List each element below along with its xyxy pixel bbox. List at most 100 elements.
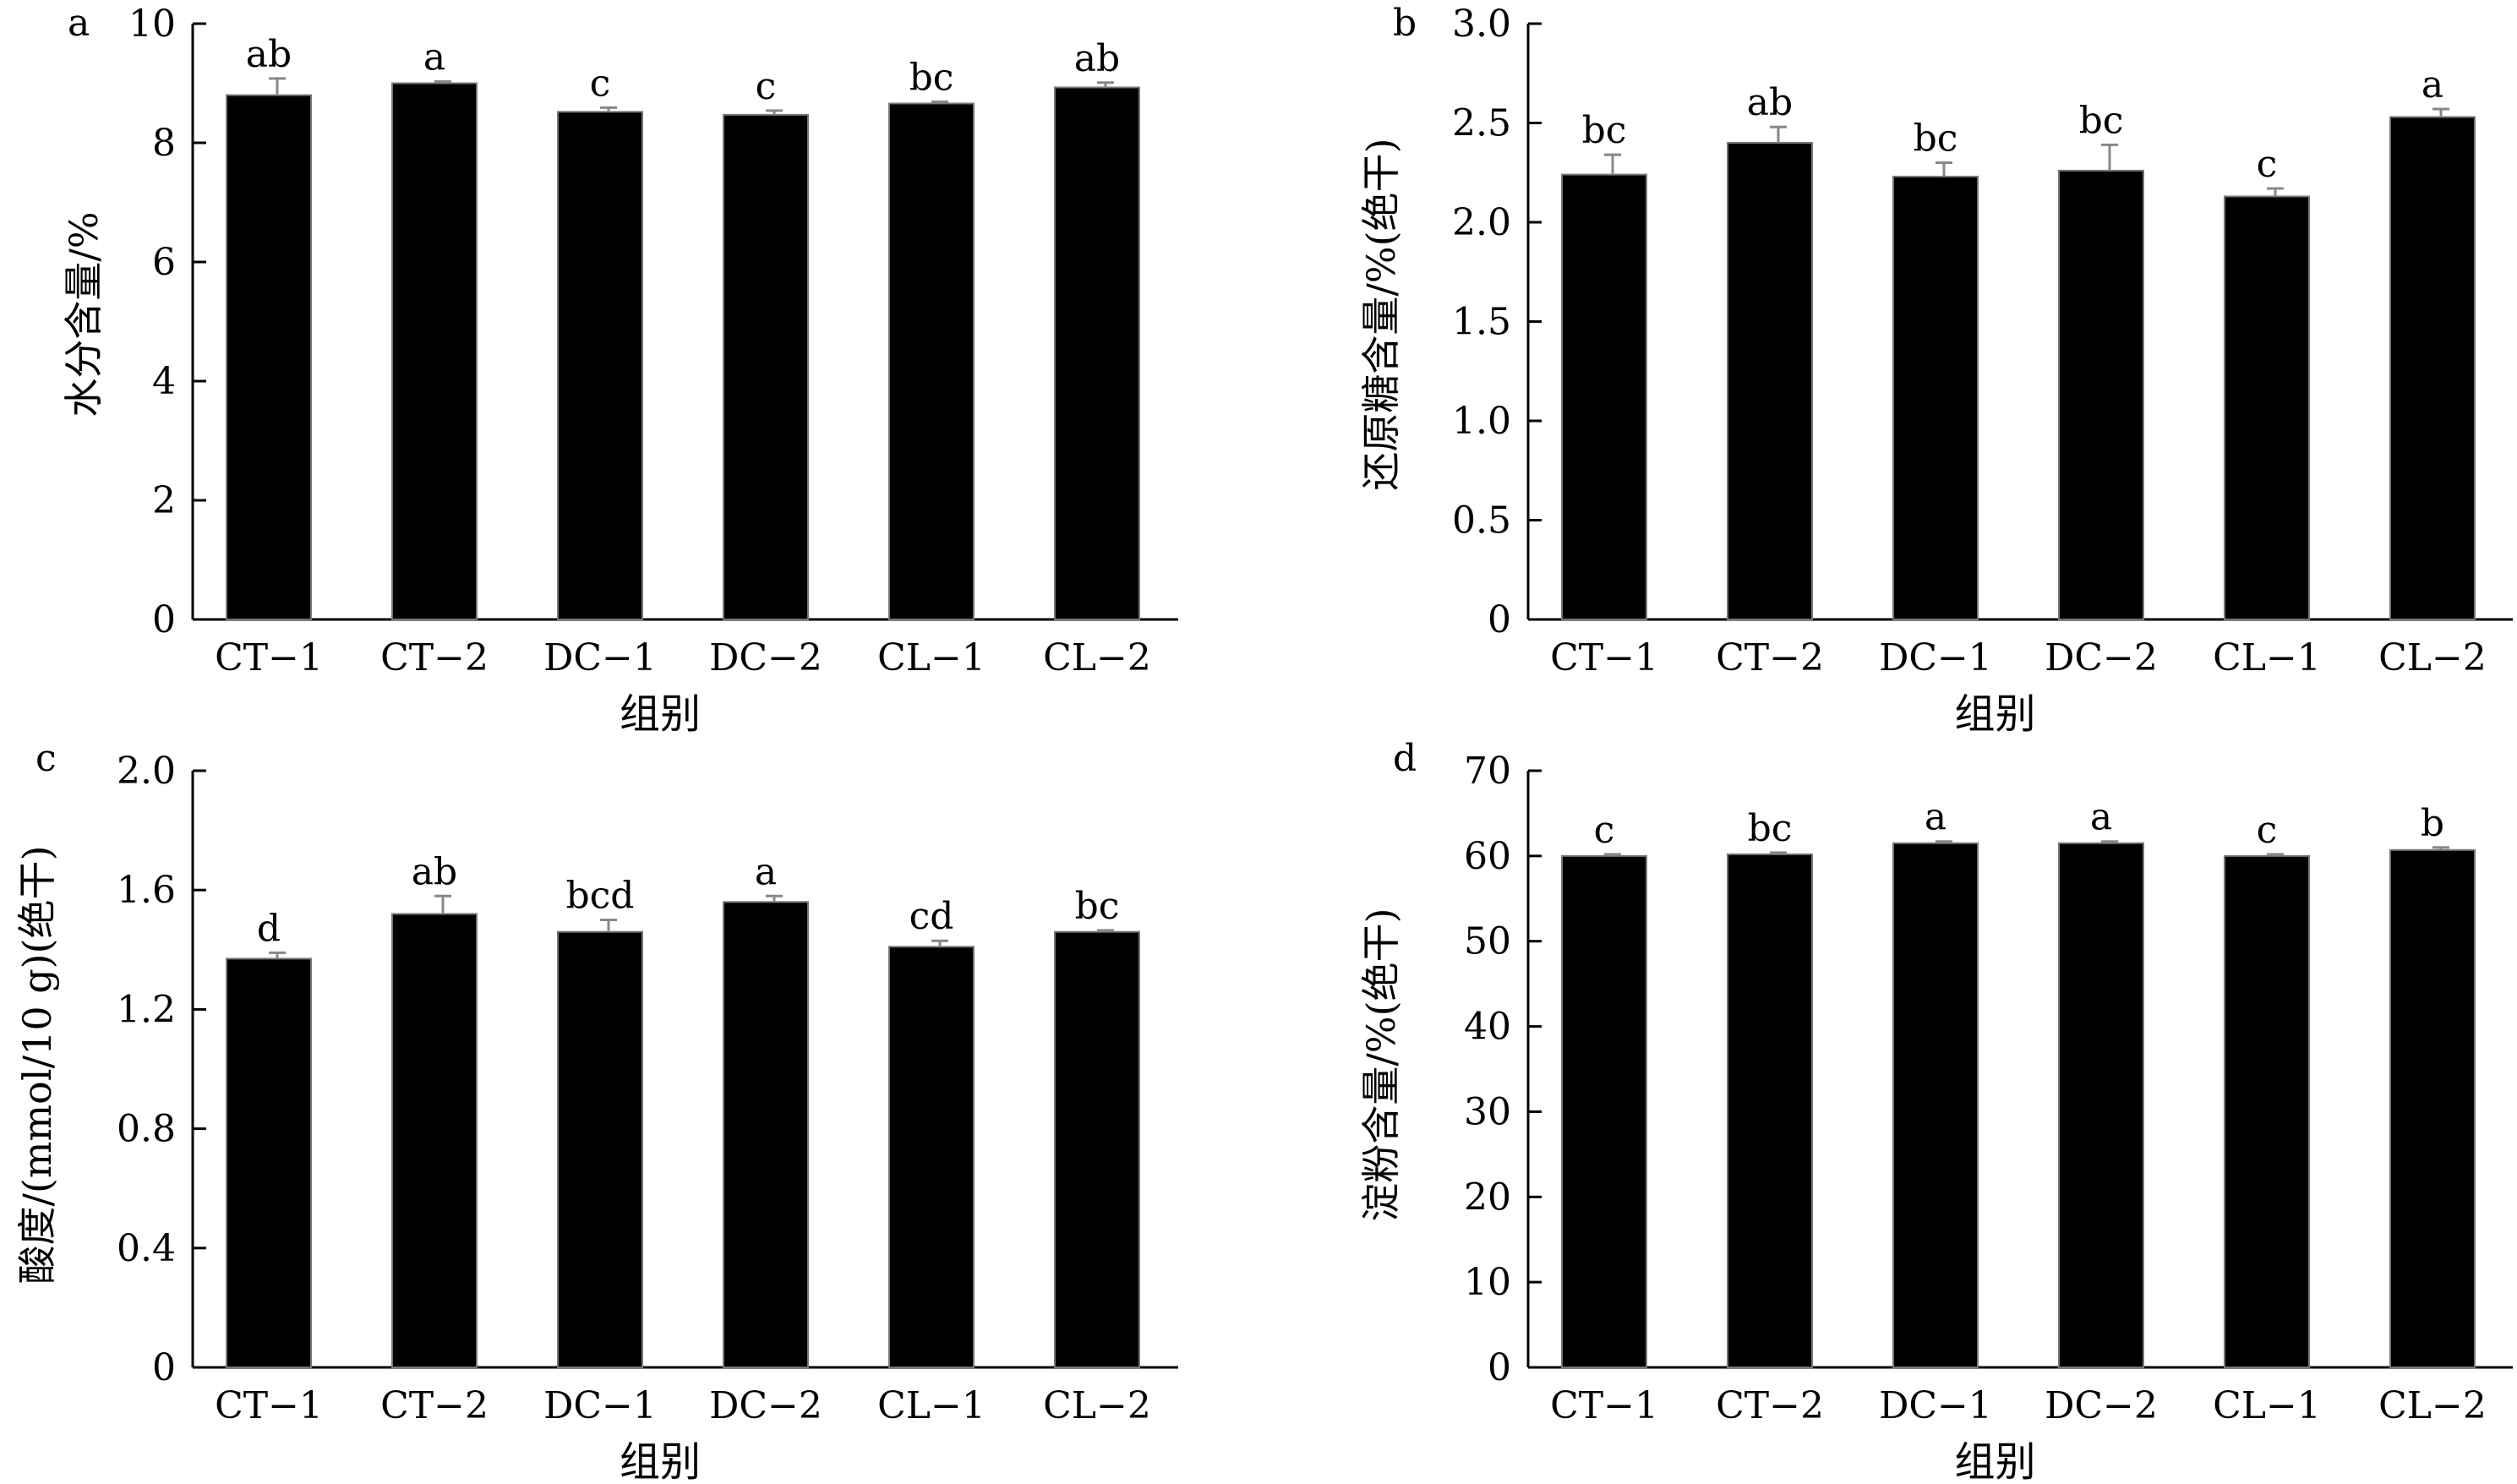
bar [1892,842,1979,1368]
bar [1054,930,1140,1368]
bar [391,82,478,620]
x-tick-label: CL−1 [877,1384,986,1427]
significance-letter: a [423,35,445,79]
bar [888,946,975,1369]
x-tick-label: CT−1 [1550,636,1658,679]
y-tick-label: 8 [152,122,176,165]
significance-letter: bc [1582,109,1627,152]
y-tick-label: 0.4 [117,1227,176,1270]
bar [723,113,809,621]
significance-letter: bc [1914,117,1958,161]
significance-letter: c [2257,143,2278,186]
x-tick-label: DC−2 [709,636,822,679]
x-tick-label: CL−2 [1043,636,1151,679]
bar [557,930,643,1368]
y-tick-label: 30 [1464,1090,1511,1133]
y-tick-label: 2.0 [117,750,176,793]
significance-letter: c [1594,809,1615,852]
x-tick-label: DC−1 [543,636,657,679]
y-tick-label: 6 [152,241,176,284]
x-tick-label: CT−2 [1716,1384,1824,1427]
bar [1561,173,1647,621]
y-tick-label: 0 [1488,1346,1511,1389]
significance-letter: a [755,850,777,893]
x-tick-label: CL−2 [1043,1384,1151,1427]
panel-tag: d [1393,737,1417,780]
panel-tag: c [35,737,57,780]
y-axis-label: 酸度/(mmol/10 g)(绝干) [14,845,60,1284]
y-tick-label: 1.5 [1452,301,1511,344]
y-tick-label: 40 [1464,1006,1511,1049]
significance-letter: bcd [566,875,635,918]
bar [1892,175,1979,620]
significance-letter: d [257,907,281,950]
significance-letter: ab [246,33,292,76]
x-tick-label: CT−2 [1716,636,1824,679]
x-tick-label: CL−1 [877,636,986,679]
x-tick-label: CT−1 [1550,1384,1658,1427]
x-tick-label: CL−1 [2213,636,2321,679]
significance-letter: b [2421,802,2444,845]
y-tick-label: 70 [1464,750,1511,793]
significance-letter: a [2090,796,2112,839]
x-tick-label: CT−1 [215,636,323,679]
significance-letter: a [2421,63,2443,106]
y-tick-label: 10 [128,3,176,46]
y-tick-label: 60 [1464,835,1511,878]
x-tick-label: CT−2 [380,1384,489,1427]
y-tick-label: 0 [152,1346,176,1389]
significance-letter: bc [1748,807,1793,850]
significance-letter: ab [412,850,457,893]
bar [1054,86,1140,620]
y-tick-label: 0.8 [117,1108,176,1151]
bar [1727,853,1813,1368]
significance-letter: bc [1075,885,1120,928]
y-tick-label: 0.5 [1452,499,1511,543]
x-tick-label: CL−2 [2378,636,2487,679]
significance-letter: ab [1074,37,1120,80]
significance-letter: bc [909,56,954,99]
bar [2224,195,2310,620]
x-tick-label: CL−2 [2378,1384,2487,1427]
y-tick-label: 3.0 [1452,3,1511,46]
x-axis-label: 组别 [1954,1438,2035,1484]
y-tick-label: 20 [1464,1176,1511,1219]
significance-letter: c [590,62,611,105]
y-tick-label: 1.6 [117,869,176,912]
bar [1727,142,1813,620]
bar [888,102,975,621]
significance-letter: a [1925,796,1946,839]
panel-tag: a [68,2,90,45]
x-tick-label: DC−1 [543,1384,657,1427]
y-tick-label: 10 [1464,1261,1511,1304]
x-axis-label: 组别 [620,1438,701,1484]
bar [1561,854,1647,1368]
y-tick-label: 2.0 [1452,201,1511,244]
x-axis-label: 组别 [1954,690,2035,738]
significance-letter: cd [909,895,954,938]
x-tick-label: DC−1 [1879,1384,1992,1427]
x-axis-label: 组别 [620,690,701,738]
y-tick-label: 4 [152,360,176,403]
bar [2389,116,2476,620]
y-tick-label: 0 [152,598,176,641]
y-axis-label: 淀粉含量/%(绝干) [1358,908,1404,1221]
bar [226,94,312,621]
y-tick-label: 0 [1488,598,1511,641]
significance-letter: ab [1747,81,1793,124]
bar [2389,848,2476,1368]
y-tick-label: 50 [1464,920,1511,963]
y-tick-label: 2 [152,479,176,522]
y-axis-label: 水分含量/% [61,211,106,417]
bar [2224,854,2310,1368]
y-tick-label: 1.2 [117,988,176,1031]
x-tick-label: CL−1 [2213,1384,2321,1427]
x-tick-label: DC−1 [1879,636,1992,679]
significance-letter: c [2257,809,2278,852]
x-tick-label: DC−2 [709,1384,822,1427]
bar [2058,169,2144,620]
bar [391,913,478,1368]
panel-tag: b [1393,2,1417,45]
bar [557,111,643,620]
